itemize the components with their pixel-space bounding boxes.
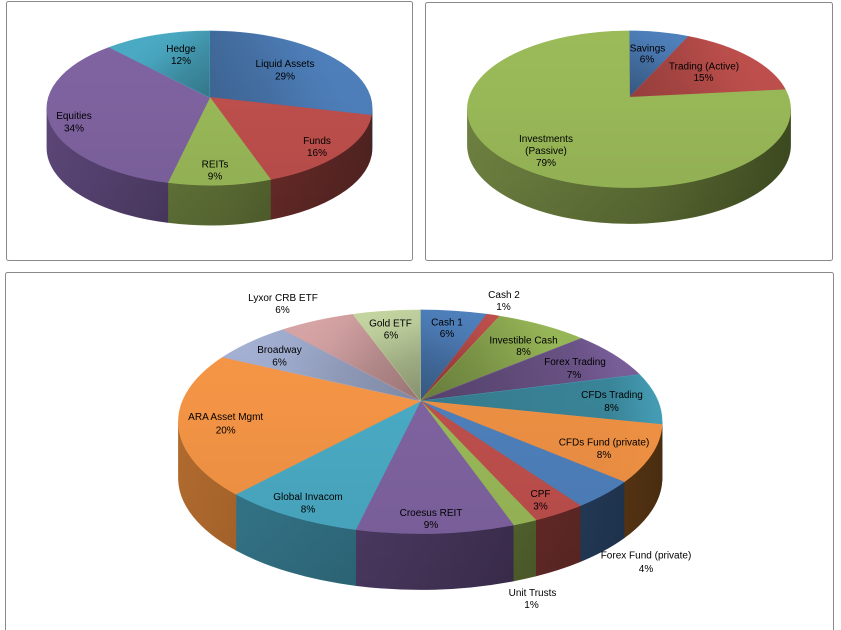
svg-text:Cash 1: Cash 1 <box>431 318 463 329</box>
svg-text:Global Invacom: Global Invacom <box>273 492 342 503</box>
svg-text:Forex Trading: Forex Trading <box>544 357 606 368</box>
svg-text:Croesus REIT: Croesus REIT <box>400 508 463 519</box>
svg-text:Lyxor CRB ETF: Lyxor CRB ETF <box>248 293 318 304</box>
svg-text:6%: 6% <box>272 358 287 369</box>
svg-text:(Passive): (Passive) <box>525 146 567 157</box>
svg-text:CPF: CPF <box>531 489 551 500</box>
svg-text:1%: 1% <box>524 600 539 611</box>
svg-text:79%: 79% <box>536 158 556 169</box>
svg-text:Liquid Assets: Liquid Assets <box>256 59 315 70</box>
svg-text:4%: 4% <box>639 564 654 575</box>
svg-text:Forex Fund (private): Forex Fund (private) <box>601 551 692 562</box>
svg-text:ARA Asset Mgmt: ARA Asset Mgmt <box>188 412 263 423</box>
svg-text:3%: 3% <box>533 502 548 513</box>
svg-text:8%: 8% <box>604 403 619 414</box>
svg-text:8%: 8% <box>516 347 531 358</box>
svg-text:20%: 20% <box>216 426 236 437</box>
svg-text:15%: 15% <box>693 73 713 84</box>
svg-text:12%: 12% <box>171 56 191 67</box>
svg-text:Cash 2: Cash 2 <box>488 290 520 301</box>
svg-text:Broadway: Broadway <box>257 345 301 356</box>
svg-text:Hedge: Hedge <box>166 44 196 55</box>
svg-text:9%: 9% <box>208 172 223 183</box>
svg-text:CFDs Fund (private): CFDs Fund (private) <box>559 438 650 449</box>
svg-text:34%: 34% <box>64 124 84 135</box>
svg-text:Trading (Active): Trading (Active) <box>669 62 739 73</box>
svg-text:6%: 6% <box>440 329 455 340</box>
svg-text:8%: 8% <box>301 505 316 516</box>
svg-text:8%: 8% <box>597 450 612 461</box>
svg-text:16%: 16% <box>307 148 327 159</box>
svg-text:7%: 7% <box>567 370 582 381</box>
svg-text:6%: 6% <box>384 331 399 342</box>
svg-text:Equities: Equities <box>56 111 92 122</box>
svg-text:REITs: REITs <box>202 160 229 171</box>
svg-text:Investible Cash: Investible Cash <box>489 336 557 347</box>
svg-text:Savings: Savings <box>630 44 666 55</box>
svg-text:1%: 1% <box>496 302 511 313</box>
svg-text:CFDs Trading: CFDs Trading <box>581 390 643 401</box>
svg-text:29%: 29% <box>275 72 295 83</box>
svg-text:Unit Trusts: Unit Trusts <box>509 588 557 599</box>
svg-text:Gold ETF: Gold ETF <box>369 319 412 330</box>
svg-text:9%: 9% <box>424 520 439 531</box>
svg-text:6%: 6% <box>640 55 655 66</box>
svg-text:6%: 6% <box>275 305 290 316</box>
svg-text:Funds: Funds <box>303 136 331 147</box>
svg-text:Investments: Investments <box>519 134 573 145</box>
